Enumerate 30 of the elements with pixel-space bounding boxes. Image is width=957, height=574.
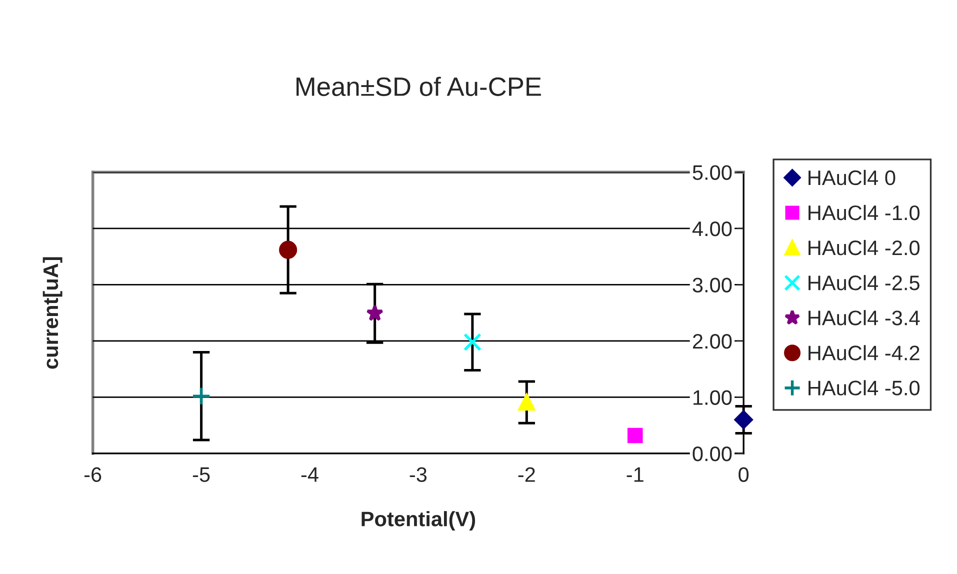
x-tick-label: -1 bbox=[626, 467, 644, 482]
legend-label: HAuCl4 -5.0 bbox=[808, 380, 920, 396]
point bbox=[366, 304, 384, 321]
x-tick-label: 0 bbox=[738, 467, 749, 482]
x-tick-label: -6 bbox=[84, 467, 102, 482]
point bbox=[627, 428, 643, 444]
y-tick-label: 4.00 bbox=[692, 221, 732, 236]
legend-label: HAuCl4 -1.0 bbox=[808, 204, 920, 220]
x-tick-label: -4 bbox=[301, 467, 318, 482]
y-tick-label: 2.00 bbox=[692, 334, 732, 349]
legend-label: HAuCl4 -2.5 bbox=[808, 274, 920, 290]
chart-title: Mean±SD of Au-CPE bbox=[296, 76, 541, 96]
y-tick-label: 3.00 bbox=[692, 278, 732, 292]
point bbox=[463, 333, 482, 352]
legend-label: HAuCl4 -2.0 bbox=[808, 240, 920, 256]
point bbox=[518, 394, 536, 411]
legend-label: HAuCl4 0 bbox=[808, 170, 896, 186]
y-axis-title: current[uA] bbox=[42, 257, 62, 369]
legend-label: HAuCl4 -3.4 bbox=[808, 310, 920, 326]
y-tick-label: 5.00 bbox=[692, 165, 732, 180]
y-tick-label: 0.00 bbox=[692, 446, 732, 462]
legend-label: HAuCl4 -4.2 bbox=[808, 345, 920, 360]
x-axis-title: Potential(V) bbox=[362, 511, 476, 530]
x-tick-label: -5 bbox=[192, 467, 210, 482]
point bbox=[279, 240, 298, 259]
point bbox=[734, 410, 753, 429]
x-tick-label: -3 bbox=[410, 467, 427, 482]
y-tick-label: 1.00 bbox=[694, 390, 732, 405]
x-tick-label: -2 bbox=[518, 467, 535, 482]
point bbox=[192, 386, 212, 406]
